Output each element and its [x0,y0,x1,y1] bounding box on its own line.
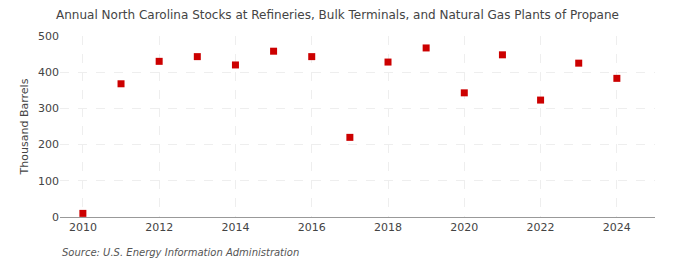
svg-text:Thousand Barrels: Thousand Barrels [18,78,31,175]
svg-text:2010: 2010 [69,221,97,234]
svg-text:100: 100 [38,175,59,188]
svg-text:Annual North Carolina Stocks a: Annual North Carolina Stocks at Refineri… [56,8,619,22]
svg-text:200: 200 [38,138,59,151]
svg-text:2018: 2018 [374,221,402,234]
svg-text:2020: 2020 [450,221,478,234]
svg-text:2012: 2012 [145,221,173,234]
svg-text:2016: 2016 [298,221,326,234]
svg-text:2024: 2024 [603,221,631,234]
svg-text:300: 300 [38,102,59,115]
svg-text:2014: 2014 [221,221,249,234]
svg-text:0: 0 [52,211,59,224]
svg-text:400: 400 [38,66,59,79]
svg-text:500: 500 [38,30,59,43]
svg-text:2022: 2022 [527,221,555,234]
svg-text:Source: U.S. Energy Informatio: Source: U.S. Energy Information Administ… [62,247,299,258]
